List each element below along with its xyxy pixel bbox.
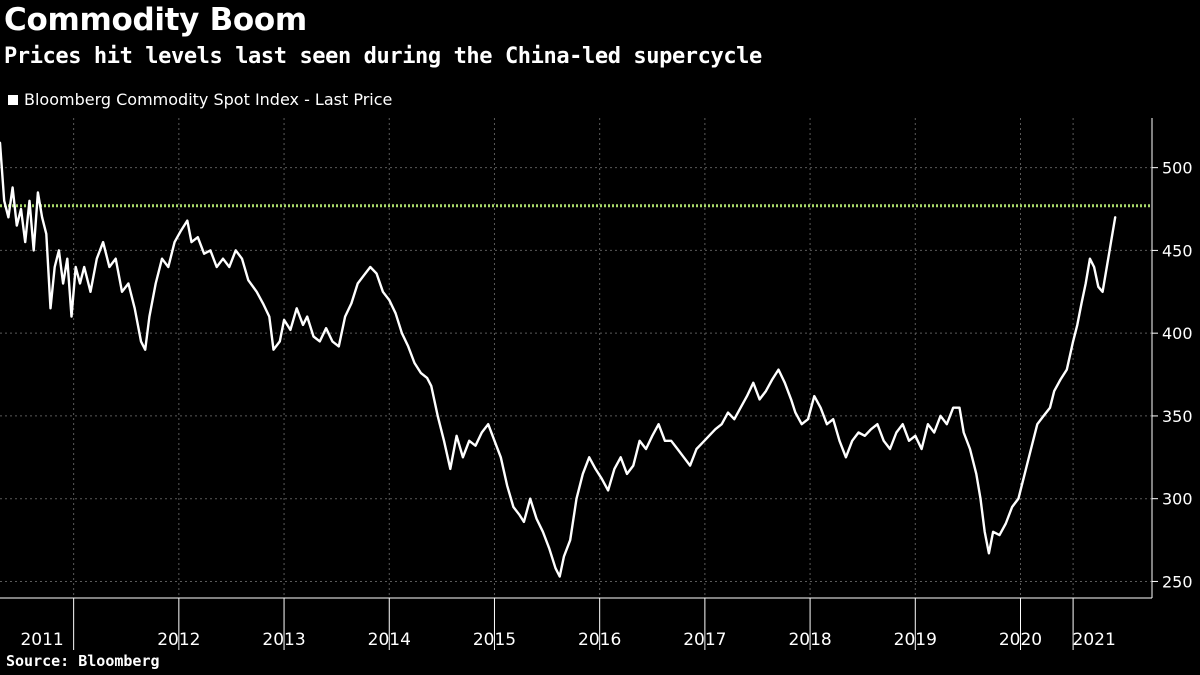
x-tick-label: 2021 [1073, 630, 1116, 650]
y-tick-label: 400 [1162, 324, 1193, 343]
x-tick-label: 2018 [788, 630, 831, 650]
x-tick-label: 2013 [262, 630, 305, 650]
chart-title: Commodity Boom [4, 2, 307, 38]
x-tick-label: 2015 [473, 630, 516, 650]
axes: 250 300 350 400 450 500 2011 2012 2013 2014 2015 20… [0, 118, 1193, 650]
series-line [0, 141, 1117, 578]
x-tick-label: 2012 [157, 630, 200, 650]
series-layer [0, 141, 1117, 578]
x-tick-label: 2016 [578, 630, 621, 650]
grid [0, 118, 1152, 598]
y-tick-label: 250 [1162, 572, 1193, 591]
source-note: Source: Bloomberg [6, 652, 160, 670]
x-tick-label: 2019 [894, 630, 937, 650]
y-tick-label: 350 [1162, 407, 1193, 426]
x-tick-label: 2014 [368, 630, 411, 650]
x-tick-label: 2011 [20, 630, 63, 650]
chart-subtitle: Prices hit levels last seen during the C… [4, 44, 762, 69]
y-tick-label: 500 [1162, 159, 1193, 178]
x-tick-label: 2017 [683, 630, 726, 650]
x-tick-label: 2020 [999, 630, 1042, 650]
legend-label: Bloomberg Commodity Spot Index - Last Pr… [24, 90, 393, 109]
legend-swatch [8, 94, 18, 105]
y-tick-label: 450 [1162, 241, 1193, 260]
y-tick-label: 300 [1162, 490, 1193, 509]
legend: Bloomberg Commodity Spot Index - Last Pr… [8, 90, 392, 109]
